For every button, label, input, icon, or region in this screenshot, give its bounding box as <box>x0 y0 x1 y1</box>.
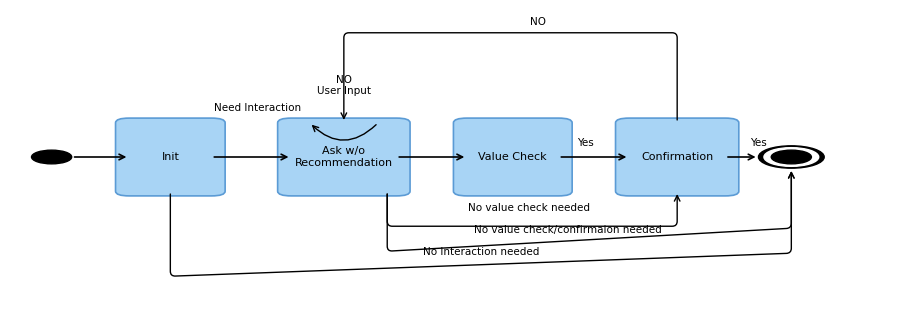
FancyBboxPatch shape <box>453 118 572 196</box>
Circle shape <box>764 148 819 166</box>
FancyBboxPatch shape <box>278 118 410 196</box>
Text: Confirmation: Confirmation <box>641 152 714 162</box>
Circle shape <box>771 150 812 164</box>
FancyBboxPatch shape <box>115 118 225 196</box>
Text: Init: Init <box>161 152 180 162</box>
Circle shape <box>31 150 71 164</box>
Text: User Input: User Input <box>317 86 371 96</box>
Text: Value Check: Value Check <box>478 152 547 162</box>
Text: NO: NO <box>530 17 546 27</box>
Text: Yes: Yes <box>750 138 767 148</box>
Text: Need Interaction: Need Interaction <box>213 103 300 113</box>
Text: No Interaction needed: No Interaction needed <box>422 247 539 257</box>
FancyBboxPatch shape <box>616 118 739 196</box>
Circle shape <box>758 146 824 168</box>
Text: NO: NO <box>336 75 352 85</box>
Text: No value check needed: No value check needed <box>468 203 590 213</box>
Text: No value check/confirmaion needed: No value check/confirmaion needed <box>474 225 661 235</box>
Text: Ask w/o
Recommendation: Ask w/o Recommendation <box>295 146 393 168</box>
Text: Yes: Yes <box>577 138 594 148</box>
